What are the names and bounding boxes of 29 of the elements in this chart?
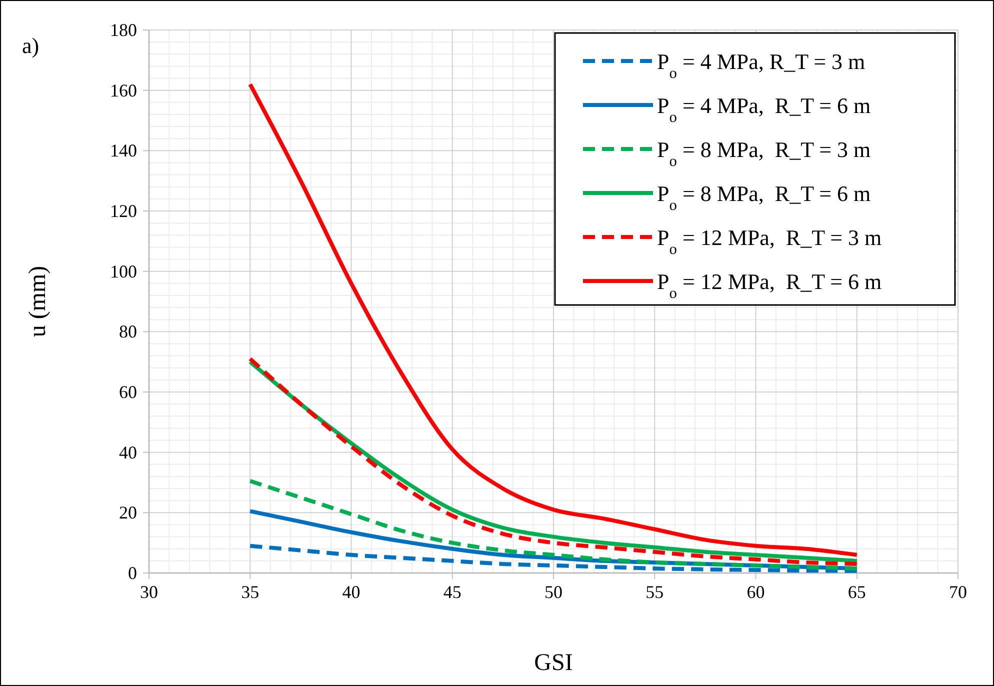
- y-tick-label: 40: [119, 442, 137, 462]
- legend-label: P$_{o}$ = 12 MPa, R_T = 3 m: [657, 225, 882, 258]
- line-series: [248, 478, 859, 570]
- x-tick-label: 40: [342, 582, 360, 602]
- x-tick-label: 50: [544, 582, 562, 602]
- y-tick-label: 160: [110, 80, 137, 100]
- x-tick-label: 45: [443, 582, 462, 602]
- y-tick-label: 100: [110, 261, 137, 282]
- y-tick-label: 140: [110, 140, 137, 161]
- y-tick-label: 60: [119, 382, 137, 402]
- x-tick-label: 60: [746, 582, 765, 602]
- y-tick-label: 20: [119, 502, 137, 523]
- y-tick-label: 80: [119, 322, 137, 342]
- y-tick-label: 180: [110, 20, 137, 40]
- x-tick-label: 35: [241, 582, 260, 602]
- legend-label: P$_{o}$ = 4 MPa, R_T = 6 m: [657, 93, 871, 126]
- x-axis-title: GSI: [534, 650, 573, 676]
- text: a): [22, 33, 40, 58]
- legend-label: P$_{o}$ = 8 MPa, R_T = 6 m: [657, 181, 871, 214]
- x-tick-label: 65: [848, 582, 866, 602]
- legend-label: P$_{o}$ = 8 MPa, R_T = 3 m: [657, 137, 871, 170]
- legend-label: P$_{o}$ = 12 MPa, R_T = 6 m: [657, 269, 882, 302]
- legend-label: P$_{o}$ = 4 MPa, R_T = 3 m: [657, 49, 866, 82]
- y-axis-title: u (mm): [25, 266, 51, 338]
- y-tick-label: 0: [128, 563, 137, 583]
- x-tick-label: 30: [140, 582, 158, 602]
- x-tick-label: 70: [949, 582, 967, 602]
- y-tick-label: 120: [110, 201, 137, 221]
- x-tick-label: 55: [646, 582, 664, 602]
